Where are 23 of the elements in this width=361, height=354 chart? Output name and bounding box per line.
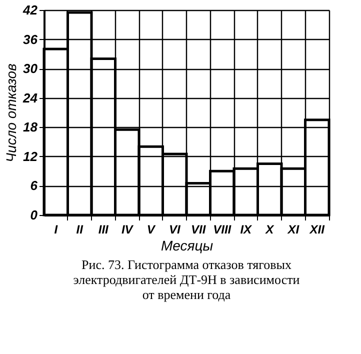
x-tick-label: VIII <box>213 222 232 236</box>
x-tick-label: III <box>98 222 110 236</box>
x-tick-label: II <box>76 222 84 236</box>
x-tick-label: IV <box>121 222 134 236</box>
x-tick-label: IX <box>240 222 253 236</box>
y-tick-label: 12 <box>23 148 38 164</box>
x-tick-label: VII <box>191 222 206 236</box>
y-tick-label: 18 <box>23 120 38 135</box>
x-tick-label: V <box>146 222 156 236</box>
y-tick-label: 24 <box>22 90 38 106</box>
y-tick-label: 42 <box>22 2 38 18</box>
y-tick-label: 36 <box>23 32 38 47</box>
y-tick-label: 6 <box>30 178 38 194</box>
y-tick-label: 30 <box>23 61 38 76</box>
x-tick-label: XI <box>286 222 300 236</box>
x-tick-label: XII <box>308 222 326 236</box>
y-axis-title: Число отказов <box>3 64 20 162</box>
y-tick-label: 0 <box>30 208 38 222</box>
x-tick-label: VI <box>168 222 181 236</box>
x-tick-label: I <box>54 222 58 236</box>
text: Рис. 73. Гистограмма отказов тяговых электродвигателей ДТ-9Н в зависимости от времени года <box>73 257 300 302</box>
x-axis-title: Месяцы <box>160 238 214 254</box>
x-tick-label: X <box>264 222 275 236</box>
